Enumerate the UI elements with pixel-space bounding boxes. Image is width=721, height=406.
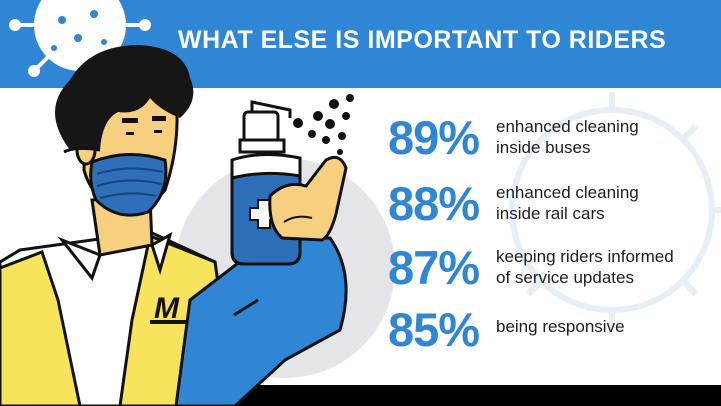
stat-label-line: keeping riders informed xyxy=(496,247,674,266)
arm-sleeve xyxy=(174,236,348,406)
stat-percent: 87% xyxy=(388,241,480,294)
safety-vest-left xyxy=(0,250,82,406)
background-virus-icon xyxy=(509,92,721,328)
page-title: WHAT ELSE IS IMPORTANT TO RIDERS xyxy=(178,26,667,54)
stat-label-line: being responsive xyxy=(496,317,625,336)
spray-mist-icon xyxy=(293,94,354,155)
stat-label-line: inside rail cars xyxy=(496,204,605,223)
stat-label: keeping riders informed of service updat… xyxy=(496,246,721,288)
stat-label-line: enhanced cleaning xyxy=(496,183,639,202)
stat-label-line: enhanced cleaning xyxy=(496,117,639,136)
stat-label-line: inside buses xyxy=(496,138,591,157)
face-mask-icon xyxy=(63,146,168,217)
hair xyxy=(55,45,194,150)
stat-label: enhanced cleaning inside rail cars xyxy=(496,182,721,224)
vest-logo: M xyxy=(154,292,180,325)
stat-label: being responsive xyxy=(496,316,721,337)
stat-percent: 89% xyxy=(388,111,480,164)
stat-label-line: of service updates xyxy=(496,268,634,287)
shirt-collar xyxy=(57,231,173,282)
stat-percent: 88% xyxy=(388,177,480,230)
stat-percent: 85% xyxy=(388,303,480,356)
stat-label: enhanced cleaning inside buses xyxy=(496,116,721,158)
